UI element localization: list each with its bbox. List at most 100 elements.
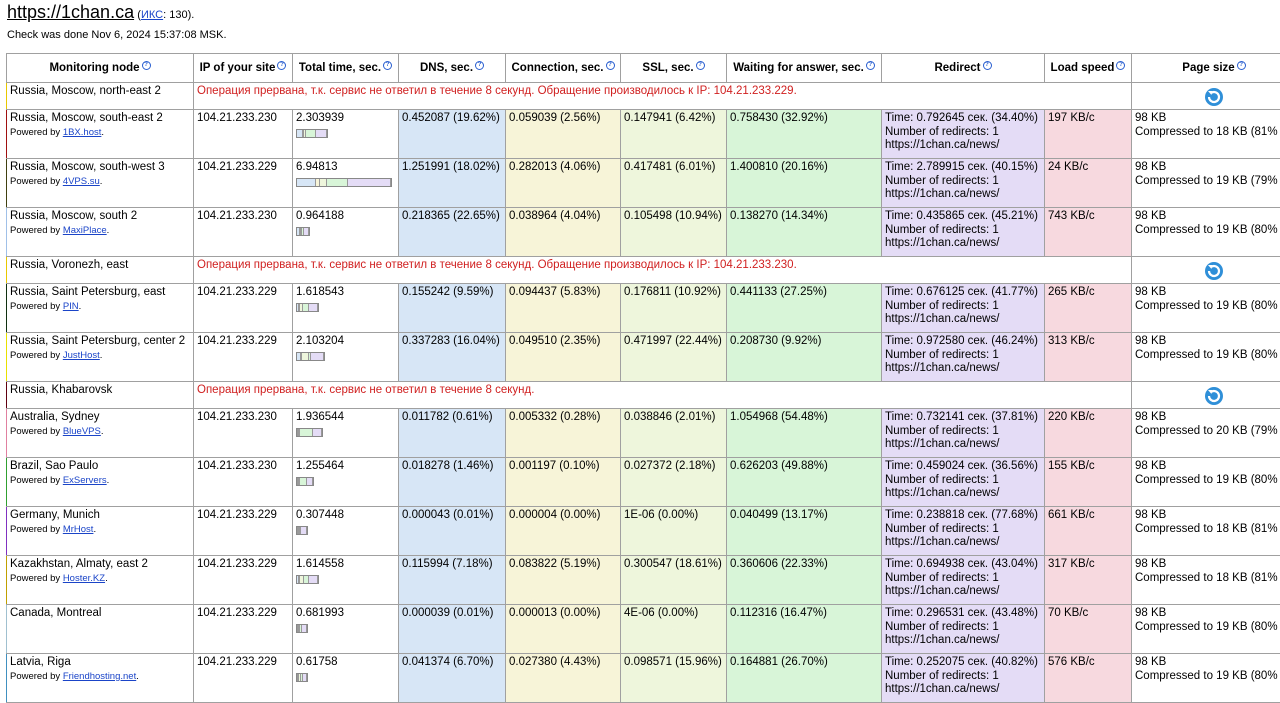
help-icon[interactable]: ? [1237,61,1246,70]
powered-by: Powered by MaxiPlace. [10,224,190,238]
host-link[interactable]: ExServers [63,475,107,486]
host-link[interactable]: BlueVPS [63,426,101,437]
load-speed-cell: 155 KB/c [1045,458,1132,507]
column-label: Connection, sec. [511,62,603,74]
total-time-cell: 1.255464 [293,458,399,507]
timing-bar [296,673,308,682]
timing-bar-segment [348,179,391,186]
ip-cell: 104.21.233.230 [194,458,293,507]
redirect-url: https://1chan.ca/news/ [885,362,1041,376]
connection-cell: 0.001197 (0.10%) [506,458,621,507]
iks-link[interactable]: ИКС [141,9,163,21]
refresh-icon[interactable] [1204,386,1224,406]
page-size-cell [1132,83,1280,110]
redirect-cell: Time: 0.676125 сек. (41.77%)Number of re… [882,284,1045,333]
help-icon[interactable]: ? [142,61,151,70]
dns-cell: 0.218365 (22.65%) [399,208,506,257]
host-link[interactable]: MaxiPlace [63,225,107,236]
powered-label: Powered by [10,301,63,312]
refresh-icon[interactable] [1204,87,1224,107]
ip-cell: 104.21.233.230 [194,208,293,257]
load-speed-cell: 70 KB/c [1045,605,1132,654]
node-name: Russia, Saint Petersburg, east [10,286,190,300]
timing-bar-segment [297,179,316,186]
redirect-count: Number of redirects: 1 [885,300,1041,314]
host-link[interactable]: 4VPS.su [63,176,100,187]
dns-cell: 0.041374 (6.70%) [399,654,506,703]
redirect-cell: Time: 0.435865 сек. (45.21%)Number of re… [882,208,1045,257]
ssl-cell: 0.300547 (18.61%) [621,556,727,605]
waiting-cell: 0.758430 (32.92%) [727,110,882,159]
compressed-size: Compressed to 19 KB (80% [1135,621,1280,635]
monitoring-node-cell: Russia, Khabarovsk [7,382,194,409]
powered-by: Powered by Friendhosting.net. [10,670,190,684]
powered-label: Powered by [10,176,63,187]
host-link[interactable]: Friendhosting.net [63,671,136,682]
timing-bar [296,303,319,312]
page-size-value: 98 KB [1135,286,1280,300]
redirect-count: Number of redirects: 1 [885,474,1041,488]
help-icon[interactable]: ? [983,61,992,70]
error-message: Операция прервана, т.к. сервис не ответи… [194,257,1132,284]
total-time-cell: 6.94813 [293,159,399,208]
help-icon[interactable]: ? [475,61,484,70]
redirect-time: Time: 2.789915 сек. (40.15%) [885,161,1041,175]
help-icon[interactable]: ? [606,61,615,70]
refresh-icon[interactable] [1204,261,1224,281]
node-name: Russia, Voronezh, east [10,259,190,273]
site-link[interactable]: https://1chan.ca [7,2,134,22]
powered-by: Powered by Hoster.KZ. [10,572,190,586]
compressed-size: Compressed to 19 KB (79% [1135,175,1280,189]
ssl-cell: 0.147941 (6.42%) [621,110,727,159]
redirect-cell: Time: 0.459024 сек. (36.56%)Number of re… [882,458,1045,507]
host-link[interactable]: PIN [63,301,79,312]
redirect-time: Time: 0.252075 сек. (40.82%) [885,656,1041,670]
ip-cell: 104.21.233.229 [194,159,293,208]
host-link[interactable]: MrHost [63,524,94,535]
redirect-count: Number of redirects: 1 [885,572,1041,586]
redirect-url: https://1chan.ca/news/ [885,139,1041,153]
host-link[interactable]: JustHost [63,350,100,361]
ssl-cell: 0.471997 (22.44%) [621,333,727,382]
waiting-cell: 1.054968 (54.48%) [727,409,882,458]
period: . [79,301,82,312]
redirect-url: https://1chan.ca/news/ [885,634,1041,648]
ip-cell: 104.21.233.229 [194,507,293,556]
ssl-cell: 0.417481 (6.01%) [621,159,727,208]
help-icon[interactable]: ? [866,61,875,70]
help-icon[interactable]: ? [383,61,392,70]
dns-cell: 0.115994 (7.18%) [399,556,506,605]
waiting-cell: 0.040499 (13.17%) [727,507,882,556]
period: . [100,176,103,187]
timing-bar [296,129,328,138]
redirect-cell: Time: 0.296531 сек. (43.48%)Number of re… [882,605,1045,654]
help-icon[interactable]: ? [696,61,705,70]
ip-cell: 104.21.233.230 [194,409,293,458]
ip-cell: 104.21.233.230 [194,110,293,159]
page-size-value: 98 KB [1135,411,1280,425]
help-icon[interactable]: ? [1116,61,1125,70]
timing-bar [296,526,308,535]
waiting-cell: 0.441133 (27.25%) [727,284,882,333]
waiting-cell: 0.112316 (16.47%) [727,605,882,654]
host-link[interactable]: Hoster.KZ [63,573,105,584]
powered-label: Powered by [10,127,63,138]
redirect-cell: Time: 0.252075 сек. (40.82%)Number of re… [882,654,1045,703]
ip-cell: 104.21.233.229 [194,556,293,605]
redirect-time: Time: 0.435865 сек. (45.21%) [885,210,1041,224]
timing-bar [296,227,310,236]
host-link[interactable]: 1BX.host [63,127,102,138]
timing-bar-segment [309,576,318,583]
help-icon[interactable]: ? [277,61,286,70]
